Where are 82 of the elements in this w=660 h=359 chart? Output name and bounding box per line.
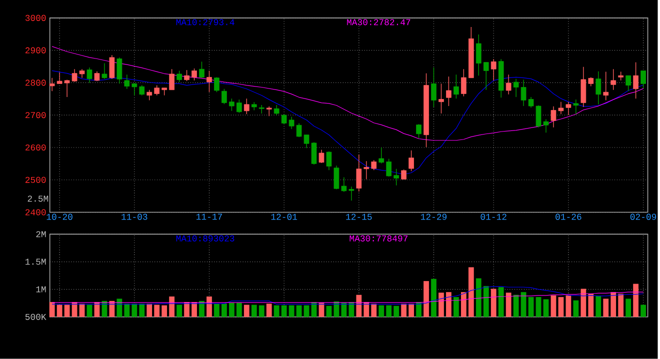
candlestick	[603, 71, 609, 101]
y-tick-label: 2900	[25, 47, 46, 54]
candlestick	[109, 54, 115, 80]
candlestick	[326, 151, 332, 171]
candlestick	[266, 106, 272, 117]
candlestick	[274, 104, 280, 116]
candlestick	[364, 160, 370, 180]
text: 2.5M	[28, 196, 48, 202]
candlestick	[588, 76, 594, 87]
candlestick	[416, 124, 422, 139]
x-tick-label: 12-29	[420, 214, 447, 220]
y-tick-label: 1.5M	[26, 258, 46, 265]
candlestick	[371, 160, 377, 171]
y-tick-label: 2400	[25, 209, 46, 216]
candlestick	[610, 68, 616, 90]
text: MA10:2793.4	[176, 19, 234, 26]
candlestick	[626, 75, 631, 92]
candlestick	[454, 74, 459, 100]
x-tick-label: 12-01	[271, 214, 298, 220]
candlestick	[513, 78, 519, 98]
candlestick	[139, 85, 145, 96]
candlestick	[222, 88, 227, 105]
x-tick-label: 12-15	[346, 214, 372, 220]
candlestick	[506, 74, 512, 95]
x-tick-label: 01-12	[480, 214, 506, 220]
x-tick-label: 11-03	[122, 214, 148, 220]
y-tick-label: 1M	[36, 286, 46, 292]
candlestick	[490, 58, 496, 81]
candlestick	[102, 63, 108, 80]
candlestick	[206, 70, 212, 93]
candlestick	[394, 168, 399, 186]
candlestick	[184, 70, 190, 82]
candlestick	[438, 83, 444, 114]
candlestick	[356, 154, 362, 192]
y-tick-label: 2600	[25, 144, 46, 151]
candlestick	[483, 62, 489, 90]
text: MA30:2782.47	[347, 19, 410, 26]
candlestick	[341, 177, 347, 192]
candlestick	[386, 158, 392, 178]
candlestick	[236, 99, 242, 114]
candlestick	[199, 61, 204, 78]
candlestick	[401, 169, 406, 180]
y-tick-label: 2700	[25, 112, 46, 118]
candlestick	[281, 114, 287, 125]
candlestick	[596, 71, 602, 105]
candlestick	[318, 150, 324, 164]
candlestick	[573, 99, 579, 115]
x-tick-label: 11-17	[196, 214, 222, 220]
candlestick	[132, 83, 138, 96]
candlestick	[640, 70, 646, 88]
candlestick	[244, 98, 250, 115]
candlestick	[176, 70, 182, 83]
text: MA10:893023	[176, 235, 234, 242]
candlestick	[476, 34, 482, 76]
candlestick	[408, 150, 414, 172]
candlestick	[154, 85, 160, 96]
y-tick-label: 2M	[36, 231, 46, 238]
y-tick-label: 2500	[25, 176, 46, 184]
x-tick-label: 02-09	[630, 214, 656, 220]
candlestick	[192, 68, 197, 81]
candlestick	[214, 76, 220, 93]
candlestick	[49, 78, 55, 92]
candlestick	[124, 74, 130, 90]
candlestick	[169, 68, 174, 90]
candlestick	[580, 66, 586, 108]
candlestick	[378, 147, 384, 164]
y-tick-label: 2800	[25, 80, 46, 86]
y-tick-label: 3000	[25, 15, 46, 22]
candlestick	[431, 67, 436, 108]
candlestick	[229, 98, 234, 112]
candlestick	[633, 62, 638, 100]
y-tick-label: 500K	[25, 314, 46, 320]
candlestick	[461, 68, 466, 97]
candlestick	[146, 90, 152, 101]
candlestick	[86, 67, 92, 84]
candlestick	[116, 57, 122, 84]
candlestick	[348, 186, 354, 202]
x-tick-label: 01-26	[556, 214, 582, 220]
x-tick-label: 10-20	[46, 214, 72, 220]
candlestick	[334, 165, 340, 190]
candlestick	[446, 76, 452, 106]
text: MA30:778497	[350, 235, 408, 242]
